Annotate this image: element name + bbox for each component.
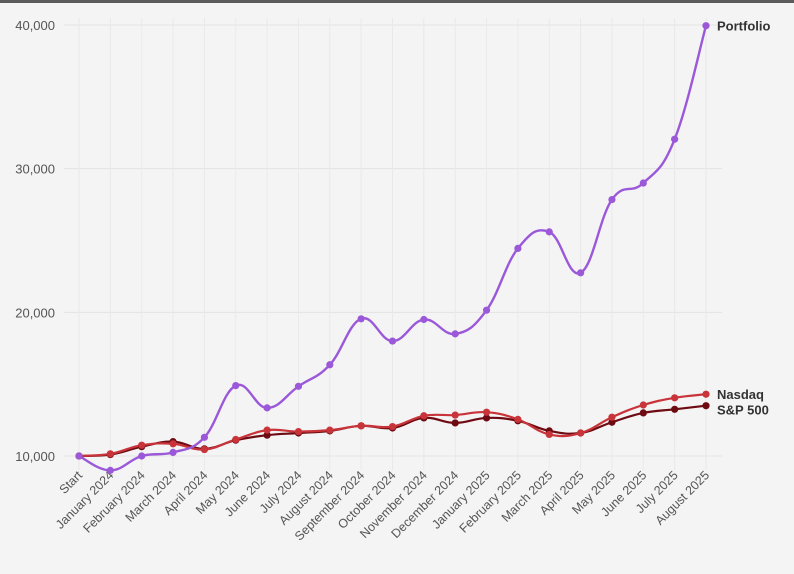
point-sandp-500 [482,414,491,422]
point-sandp-500 [263,431,271,439]
point-portfolio [75,452,83,460]
point-nasdaq [326,426,334,434]
point-nasdaq [482,408,491,416]
point-nasdaq [138,441,146,449]
point-portfolio [106,466,114,474]
point-nasdaq [169,440,177,448]
y-tick-label: 30,000 [15,162,55,177]
point-nasdaq [608,413,616,421]
point-portfolio [514,244,522,253]
point-portfolio [232,382,240,390]
point-portfolio [388,337,397,345]
point-nasdaq [263,426,271,434]
y-tick-label: 40,000 [15,18,55,33]
series-points [75,22,710,474]
point-portfolio [451,330,459,338]
point-nasdaq [232,435,240,444]
point-portfolio [169,448,177,457]
point-nasdaq [451,411,459,419]
point-nasdaq [388,422,397,431]
point-portfolio [639,179,647,187]
point-portfolio [608,195,616,204]
point-portfolio [420,315,428,324]
y-tick-label: 20,000 [15,305,55,320]
series-label-portfolio: Portfolio [717,19,770,34]
point-portfolio [200,433,208,441]
point-portfolio [702,22,710,30]
point-portfolio [482,306,491,314]
point-portfolio [671,135,679,143]
point-nasdaq [545,430,553,439]
point-nasdaq [106,450,114,458]
point-sandp-500 [671,405,679,413]
point-portfolio [326,361,334,369]
series-label-nasdaq: Nasdaq [717,387,764,402]
point-sandp-500 [451,419,459,427]
y-axis: 10,000 20,000 30,000 40,000 [15,18,55,464]
gridlines [64,18,722,470]
point-portfolio [357,315,365,323]
point-nasdaq [420,412,428,420]
y-tick-label: 10,000 [15,449,55,464]
point-nasdaq [671,394,679,402]
point-portfolio [294,382,303,390]
point-nasdaq [702,390,710,398]
point-sandp-500 [639,409,647,417]
point-sandp-500 [702,402,710,410]
point-nasdaq [357,422,365,430]
point-portfolio [138,452,146,460]
point-portfolio [545,228,553,236]
series-label-sandp-500: S&P 500 [717,403,769,418]
series-line-portfolio [78,25,708,472]
point-portfolio [263,404,271,412]
point-nasdaq [294,427,303,436]
point-nasdaq [577,429,585,437]
top-border [0,0,794,3]
point-nasdaq [200,445,208,454]
point-portfolio [577,269,585,277]
point-nasdaq [514,415,522,423]
point-nasdaq [639,401,647,409]
point-sandp-500 [608,418,616,426]
